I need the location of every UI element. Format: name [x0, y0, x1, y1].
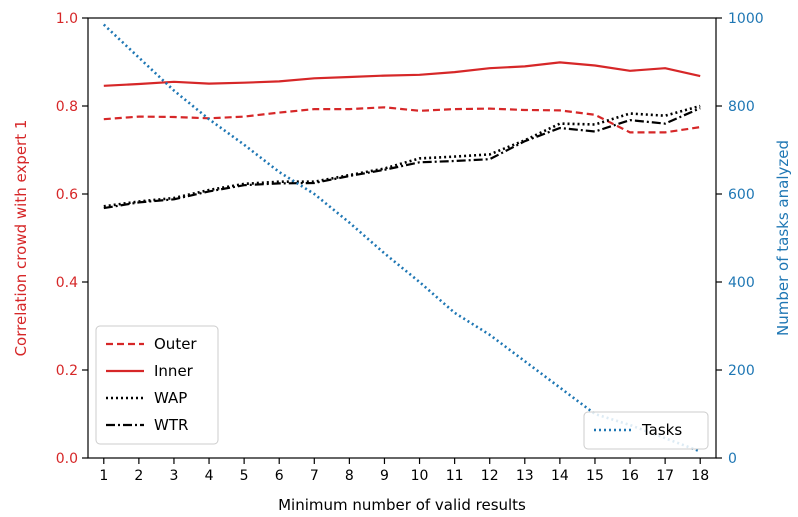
series-line-wtr: [103, 107, 701, 210]
x-tick-label: 13: [516, 468, 534, 484]
x-tick-label: 18: [691, 468, 709, 484]
x-axis-title: Minimum number of valid results: [278, 496, 526, 514]
left-tick-label: 1.0: [56, 11, 78, 27]
right-tick-label: 600: [728, 187, 755, 203]
x-tick-label: 2: [134, 468, 143, 484]
x-tick-label: 7: [310, 468, 319, 484]
series-line-inner: [103, 61, 701, 87]
legend-lines: Outer Inner WAP WTR: [95, 325, 219, 445]
x-tick-label: 3: [169, 468, 178, 484]
x-axis: 1 2 3 4 5 6 7 8 9 10 11 12 13 14 15 16 17 18: [99, 458, 709, 484]
legend-tasks: Tasks: [583, 411, 709, 450]
right-tick-label: 800: [728, 99, 755, 115]
legend-label-wap: WAP: [154, 389, 187, 407]
x-tick-label: 4: [205, 468, 214, 484]
right-tick-label: 200: [728, 363, 755, 379]
left-tick-label: 0.0: [56, 451, 78, 467]
left-tick-label: 0.8: [56, 99, 78, 115]
x-tick-label: 5: [240, 468, 249, 484]
right-tick-label: 0: [728, 451, 737, 467]
series-line-outer: [103, 106, 701, 134]
legend-label-tasks: Tasks: [641, 421, 682, 439]
right-tick-label: 1000: [728, 11, 764, 27]
left-tick-label: 0.2: [56, 363, 78, 379]
x-tick-label: 16: [621, 468, 639, 484]
plot-frame: [87, 17, 717, 459]
plot-area: [87, 17, 717, 459]
right-y-axis: 0 200 400 600 800 1000: [716, 11, 764, 467]
right-tick-label: 400: [728, 275, 755, 291]
left-axis-title: Correlation crowd with expert 1: [12, 120, 30, 357]
x-tick-label: 8: [345, 468, 354, 484]
legend-label-wtr: WTR: [154, 416, 188, 434]
x-tick-label: 12: [481, 468, 499, 484]
x-tick-label: 14: [551, 468, 569, 484]
x-tick-label: 17: [656, 468, 674, 484]
x-tick-label: 10: [411, 468, 429, 484]
x-tick-label: 9: [380, 468, 389, 484]
x-tick-label: 6: [275, 468, 284, 484]
x-tick-label: 15: [586, 468, 604, 484]
legend-label-outer: Outer: [154, 335, 197, 353]
legend-label-inner: Inner: [154, 362, 194, 380]
x-tick-label: 11: [446, 468, 464, 484]
series-line-tasks: [102, 23, 701, 453]
left-tick-label: 0.6: [56, 187, 78, 203]
legend-box: [583, 411, 709, 450]
left-tick-label: 0.4: [56, 275, 78, 291]
series-line-wap: [103, 104, 701, 208]
series-layer: [102, 23, 701, 453]
x-tick-label: 1: [99, 468, 108, 484]
right-axis-title: Number of tasks analyzed: [774, 140, 792, 336]
legend-box: [95, 325, 219, 445]
left-y-axis: 0.0 0.2 0.4 0.6 0.8 1.0: [56, 11, 88, 467]
